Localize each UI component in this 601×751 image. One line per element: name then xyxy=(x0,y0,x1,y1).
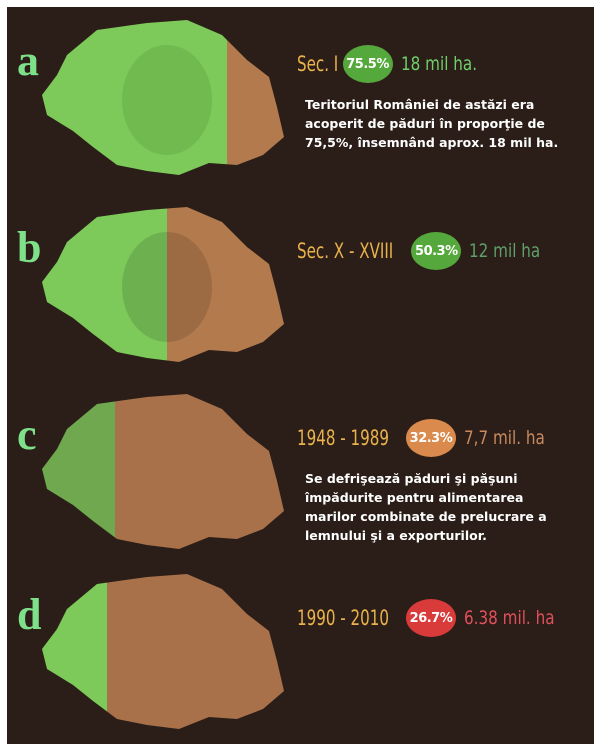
percent-badge: 26.7% xyxy=(406,599,456,637)
panel: a Sec. I 75.5% 18 mil ha. Teritoriul Rom… xyxy=(7,15,594,195)
map xyxy=(37,389,297,564)
area: 18 mil ha. xyxy=(401,53,477,75)
area: 6.38 mil. ha xyxy=(464,607,555,629)
page: a Sec. I 75.5% 18 mil ha. Teritoriul Rom… xyxy=(0,0,601,751)
panel-header: 1948 - 1989 32.3% 7,7 mil. ha xyxy=(297,419,565,457)
period: 1990 - 2010 xyxy=(297,606,389,630)
percent-badge: 32.3% xyxy=(406,419,456,457)
panel: c 1948 - 1989 32.3% 7,7 mil. ha Se defri… xyxy=(7,389,594,569)
panel-letter: a xyxy=(17,35,39,86)
description: Se defrişează păduri şi păşuni împădurit… xyxy=(305,469,575,545)
description: Teritoriul României de astăzi era acoper… xyxy=(305,95,575,152)
period: Sec. X - XVIII xyxy=(297,239,393,263)
infographic: a Sec. I 75.5% 18 mil ha. Teritoriul Rom… xyxy=(7,7,594,744)
map xyxy=(37,569,297,744)
area: 12 mil ha xyxy=(469,240,540,262)
period: Sec. I xyxy=(297,52,338,76)
percent-badge: 75.5% xyxy=(343,45,393,83)
panel-header: 1990 - 2010 26.7% 6.38 mil. ha xyxy=(297,599,577,637)
percent-badge: 50.3% xyxy=(411,232,461,270)
map xyxy=(37,202,297,377)
period: 1948 - 1989 xyxy=(297,426,389,450)
panel: b Sec. X - XVIII 50.3% 12 mil ha xyxy=(7,202,594,382)
panel-header: Sec. I 75.5% 18 mil ha. xyxy=(297,45,496,83)
map xyxy=(37,15,297,190)
panel: d 1990 - 2010 26.7% 6.38 mil. ha xyxy=(7,569,594,744)
panel-letter: c xyxy=(17,409,37,460)
panel-header: Sec. X - XVIII 50.3% 12 mil ha xyxy=(297,232,558,270)
area: 7,7 mil. ha xyxy=(464,427,545,449)
